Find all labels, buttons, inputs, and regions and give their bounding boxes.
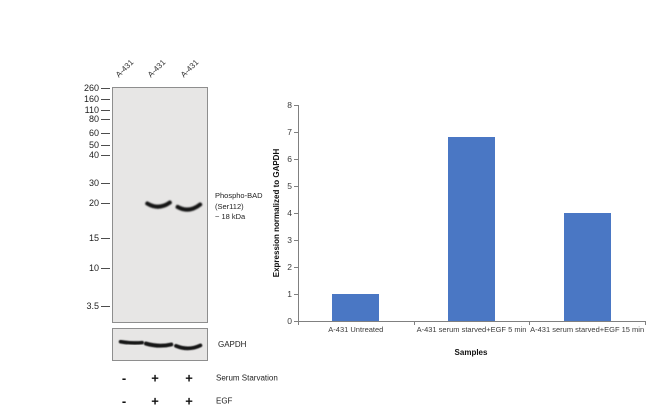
band-annotation-line1: Phospho-BAD bbox=[215, 191, 263, 200]
mw-marker-label: 3.5 bbox=[86, 300, 99, 311]
mw-tick-line bbox=[101, 118, 110, 120]
mw-marker-label: 20 bbox=[88, 197, 99, 208]
mw-marker-label: 60 bbox=[88, 127, 99, 138]
mw-marker-label: 110 bbox=[84, 104, 99, 115]
mw-tick-line bbox=[101, 237, 110, 239]
y-tick bbox=[294, 132, 298, 133]
y-tick bbox=[294, 240, 298, 241]
phospho-bad-bands bbox=[145, 200, 203, 212]
mw-tick-line bbox=[101, 202, 110, 204]
y-axis-line bbox=[298, 105, 299, 321]
mw-marker-20: 20 bbox=[62, 198, 110, 208]
mw-marker-label: 10 bbox=[88, 262, 99, 273]
band-annotation-line2: (Ser112) bbox=[215, 201, 244, 211]
mw-marker-260: 260 bbox=[62, 83, 110, 93]
mw-tick-line bbox=[101, 305, 110, 307]
y-tick bbox=[294, 267, 298, 268]
mw-marker-label: 40 bbox=[88, 149, 99, 160]
mw-marker-label: 15 bbox=[88, 232, 99, 243]
y-tick bbox=[294, 213, 298, 214]
gapdh-bands bbox=[118, 339, 203, 351]
y-tick-label: 5 bbox=[287, 180, 292, 191]
mw-tick-line bbox=[101, 98, 110, 100]
y-tick bbox=[294, 159, 298, 160]
mw-tick-line bbox=[101, 87, 110, 89]
y-tick bbox=[294, 186, 298, 187]
treatment-row-1: - + + Serum Starvation bbox=[0, 371, 300, 385]
mw-marker-30: 30 bbox=[62, 178, 110, 188]
band-annotation: Phospho-BAD (Ser112) ~ 18 kDa bbox=[215, 191, 263, 223]
mw-marker-10: 10 bbox=[62, 263, 110, 273]
bar-2 bbox=[448, 137, 495, 321]
mw-tick-line bbox=[101, 109, 110, 111]
mw-tick-line bbox=[101, 144, 110, 146]
y-tick-label: 2 bbox=[287, 261, 292, 272]
y-tick-label: 4 bbox=[287, 207, 292, 218]
mw-marker-label: 80 bbox=[88, 113, 99, 124]
x-axis-line bbox=[298, 321, 646, 322]
band-annotation-line3: ~ 18 kDa bbox=[215, 212, 246, 221]
x-tick bbox=[529, 321, 531, 325]
x-axis-title: Samples bbox=[454, 348, 488, 357]
mw-marker-40: 40 bbox=[62, 150, 110, 160]
x-tick bbox=[645, 321, 646, 325]
y-tick-label: 7 bbox=[287, 126, 292, 137]
x-category-label-2: A-431 serum starved+EGF 5 min bbox=[416, 325, 527, 334]
y-tick bbox=[294, 294, 298, 295]
mw-tick-line bbox=[101, 182, 110, 184]
treatment-sign-minus: - bbox=[121, 393, 127, 409]
mw-tick-line bbox=[101, 267, 110, 269]
y-tick-label: 8 bbox=[287, 99, 292, 110]
mw-marker-160: 160 bbox=[62, 94, 110, 104]
gapdh-label: GAPDH bbox=[218, 340, 247, 349]
x-category-label-3: A-431 serum starved+EGF 15 min bbox=[530, 325, 645, 334]
y-tick-label: 0 bbox=[287, 315, 292, 326]
mw-tick-line bbox=[101, 154, 110, 156]
mw-marker-15: 15 bbox=[62, 233, 110, 243]
treatment-label: Serum Starvation bbox=[216, 373, 278, 383]
mw-marker-80: 80 bbox=[62, 114, 110, 124]
treatment-sign-minus: - bbox=[121, 370, 127, 386]
mw-marker-label: 30 bbox=[88, 177, 99, 188]
phospho-bad-blot-panel bbox=[112, 87, 208, 323]
treatment-row-2: - + + EGF bbox=[0, 394, 300, 408]
mw-marker-label: 160 bbox=[83, 93, 99, 104]
treatment-sign-plus: + bbox=[151, 370, 159, 386]
x-tick bbox=[298, 321, 299, 325]
y-tick-label: 6 bbox=[287, 153, 292, 164]
y-tick bbox=[294, 105, 298, 106]
treatment-sign-plus: + bbox=[151, 393, 159, 409]
treatment-sign-plus: + bbox=[185, 393, 193, 409]
y-tick-label: 1 bbox=[287, 288, 292, 299]
mw-marker-label: 50 bbox=[88, 139, 99, 150]
bar-3 bbox=[563, 213, 611, 321]
mw-marker-50: 50 bbox=[62, 140, 110, 150]
mw-marker-label: 260 bbox=[83, 82, 99, 93]
y-tick bbox=[294, 321, 298, 322]
treatment-label: EGF bbox=[216, 396, 233, 406]
mw-marker-110: 110 bbox=[62, 105, 110, 115]
x-category-label-1: A-431 Untreated bbox=[328, 325, 384, 334]
bar-1 bbox=[332, 294, 380, 321]
mw-tick-line bbox=[101, 132, 110, 134]
mw-marker-60: 60 bbox=[62, 128, 110, 138]
mw-marker-3.5: 3.5 bbox=[62, 301, 110, 311]
treatment-sign-plus: + bbox=[185, 370, 193, 386]
x-tick bbox=[413, 321, 415, 325]
y-tick-label: 3 bbox=[287, 234, 292, 245]
gapdh-blot-panel bbox=[112, 328, 208, 361]
